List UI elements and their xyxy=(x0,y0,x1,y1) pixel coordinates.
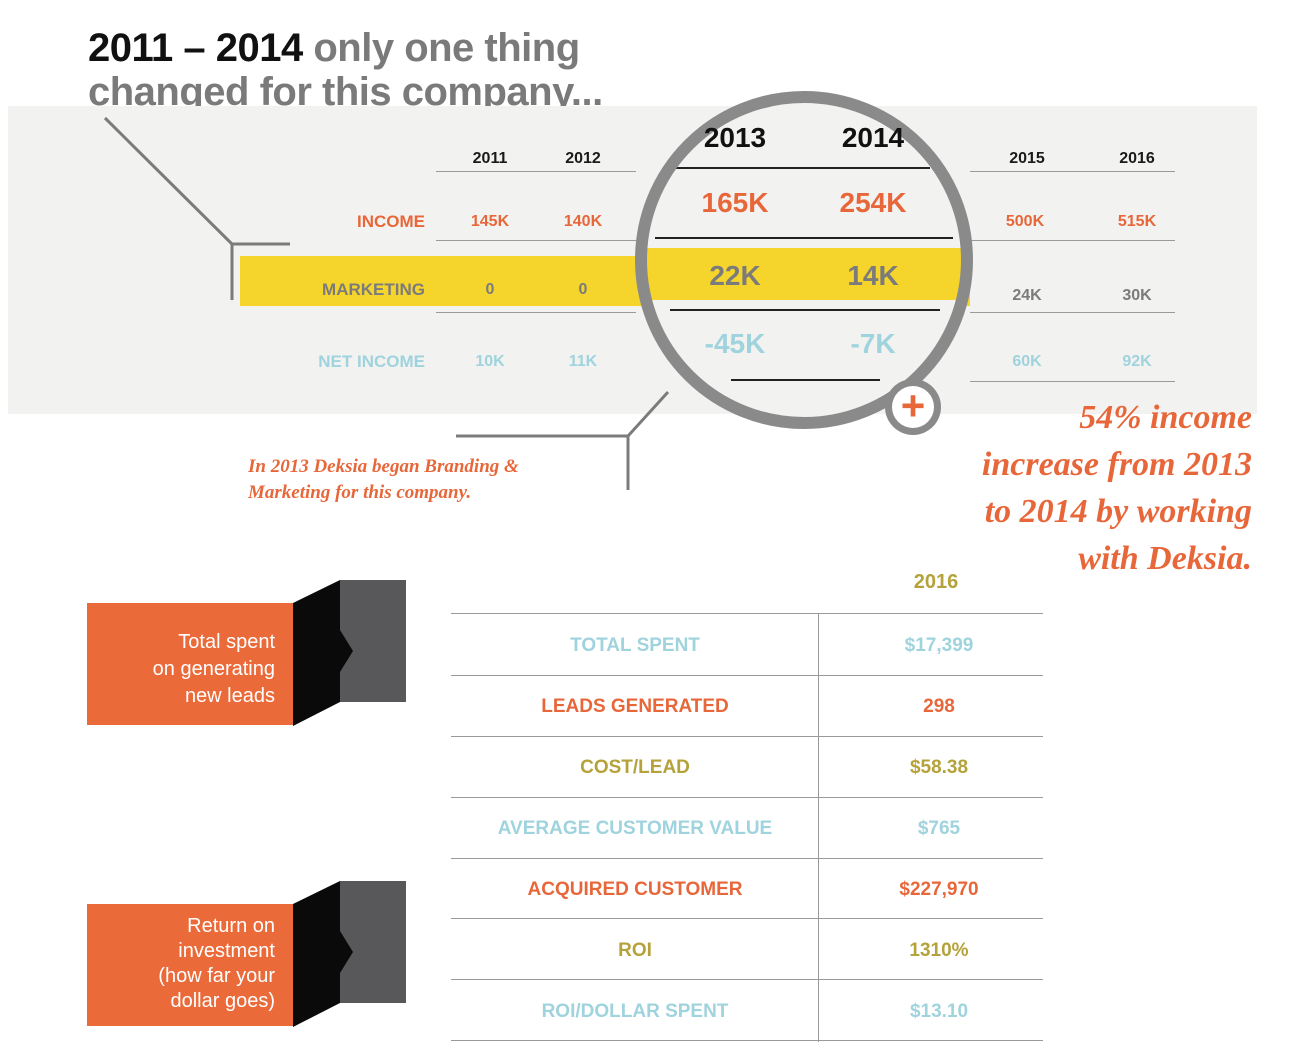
callout2-line2: investment xyxy=(178,940,275,962)
year-2012: 2012 xyxy=(565,150,601,167)
table-line xyxy=(451,918,1043,919)
arrow-icon xyxy=(293,580,406,726)
row-total-spent-label: TOTAL SPENT xyxy=(570,635,700,656)
grid-line xyxy=(970,312,1175,313)
table-line xyxy=(451,675,1043,676)
net-income-2016: 92K xyxy=(1122,353,1152,370)
income-2011: 145K xyxy=(470,213,510,230)
grid-line xyxy=(970,171,1175,172)
year-2014: 2014 xyxy=(841,122,905,153)
year-2013: 2013 xyxy=(703,122,767,153)
table-line xyxy=(451,736,1043,737)
row-roi-label: ROI xyxy=(618,940,652,961)
income-2015: 500K xyxy=(1005,213,1045,230)
net-income-2013: -45K xyxy=(704,328,766,359)
marketing-2016: 30K xyxy=(1122,287,1152,304)
row-average-customer-value-label: AVERAGE CUSTOMER VALUE xyxy=(497,818,773,839)
income-note-line3: to 2014 by working xyxy=(984,493,1252,530)
row-acquired-customer-value: $227,970 xyxy=(899,879,979,900)
net-income-2011: 10K xyxy=(475,353,505,370)
grid-line xyxy=(970,381,1175,382)
marketing-2013: 22K xyxy=(709,260,761,291)
arrow-icon xyxy=(293,881,406,1027)
income-label: INCOME xyxy=(357,212,425,231)
callout1-line3: new leads xyxy=(184,685,275,707)
income-note-line2: increase from 2013 xyxy=(981,446,1252,483)
branding-note: In 2013 Deksia began Branding & Marketin… xyxy=(248,454,519,506)
marketing-2011: 0 xyxy=(485,281,495,298)
income-2012: 140K xyxy=(563,213,603,230)
income-note-line1: 54% income xyxy=(1079,399,1252,436)
title-rest: only one thing xyxy=(302,26,580,70)
row-leads-generated-value: 298 xyxy=(923,696,955,717)
row-total-spent-value: $17,399 xyxy=(904,635,974,656)
row-cost-lead-value: $58.38 xyxy=(909,757,969,778)
table-line xyxy=(451,797,1043,798)
row-cost-lead-label: COST/LEAD xyxy=(580,757,690,778)
callout-total-spent: Total spent on generating new leads xyxy=(87,603,293,725)
grid-line xyxy=(436,312,636,313)
table-line xyxy=(451,979,1043,980)
income-2014: 254K xyxy=(839,187,907,218)
table-divider xyxy=(818,614,819,1042)
branding-note-line2: Marketing for this company. xyxy=(248,482,472,503)
grid-line xyxy=(970,240,1175,241)
row-roi-dollar-spent-value: $13.10 xyxy=(909,1001,969,1022)
title-years: 2011 – 2014 xyxy=(88,26,303,70)
row-leads-generated-label: LEADS GENERATED xyxy=(541,696,729,717)
net-income-label: NET INCOME xyxy=(318,352,425,371)
row-roi-value: 1310% xyxy=(909,940,969,961)
year-2015: 2015 xyxy=(1009,150,1045,167)
income-note-line4: with Deksia. xyxy=(1078,540,1252,577)
note-connector-diagonal xyxy=(626,390,670,438)
income-2013: 165K xyxy=(701,187,769,218)
table-line xyxy=(451,613,1043,614)
net-income-2012: 11K xyxy=(568,353,598,370)
table-line xyxy=(451,858,1043,859)
bottom-table-year: 2016 xyxy=(913,571,959,593)
grid-line xyxy=(436,240,636,241)
callout-return-on-investment: Return on investment (how far your dolla… xyxy=(87,904,293,1026)
callout2-line3: (how far your xyxy=(158,965,275,987)
net-income-2015: 60K xyxy=(1012,353,1042,370)
callout1-line2: on generating xyxy=(152,658,275,680)
income-increase-note: 54% income increase from 2013 to 2014 by… xyxy=(982,394,1252,582)
row-acquired-customer-label: ACQUIRED CUSTOMER xyxy=(527,879,743,900)
branding-note-line1: In 2013 Deksia began Branding & xyxy=(248,456,519,477)
year-2016: 2016 xyxy=(1119,150,1155,167)
income-2016: 515K xyxy=(1117,213,1157,230)
marketing-label: MARKETING xyxy=(322,280,425,299)
table-line xyxy=(451,1040,1043,1041)
year-2011: 2011 xyxy=(472,150,508,167)
plus-icon: + xyxy=(892,385,934,428)
callout2-line1: Return on xyxy=(187,915,275,937)
net-income-2014: -7K xyxy=(850,328,896,359)
callout2-line4: dollar goes) xyxy=(170,990,275,1012)
marketing-2012: 0 xyxy=(578,281,588,298)
grid-line xyxy=(436,171,636,172)
row-roi-dollar-spent-label: ROI/DOLLAR SPENT xyxy=(541,1001,729,1022)
marketing-2015: 24K xyxy=(1012,287,1042,304)
callout1-line1: Total spent xyxy=(178,631,275,653)
row-average-customer-value-value: $765 xyxy=(917,818,961,839)
marketing-2014: 14K xyxy=(847,260,899,291)
